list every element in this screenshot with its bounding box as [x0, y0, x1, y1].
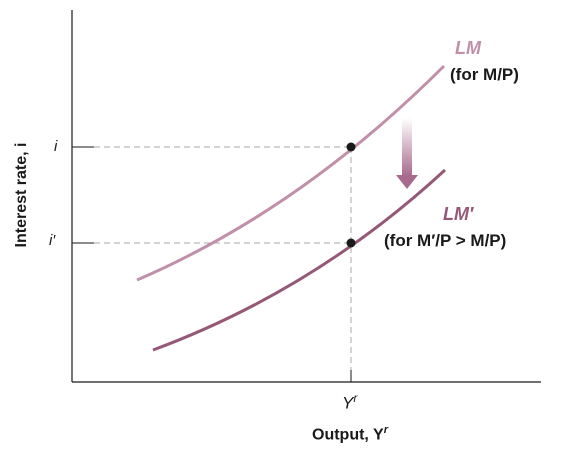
tick-label-i: i	[54, 138, 58, 155]
point-lm-prime	[346, 238, 356, 248]
lm-curve	[136, 64, 446, 282]
y-axis-label-text: Interest rate, i	[13, 142, 30, 248]
lm-curve-name: LM	[455, 38, 481, 58]
lm-curve-note: (for M/P)	[450, 65, 519, 84]
x-axis-label-text: Output, Y	[312, 426, 384, 444]
tick-label-output: Yr	[342, 391, 357, 414]
x-axis-label: Output, Yr	[312, 424, 388, 444]
lm-prime-curve-name: LM′	[443, 204, 474, 224]
point-lm	[346, 142, 356, 152]
shift-down-arrow	[396, 118, 418, 189]
tick-label-iprime: i′	[49, 232, 56, 249]
tick-label-output-base: Y	[342, 393, 354, 413]
lm-prime-curve	[152, 168, 447, 352]
tick-label-output-superscript: r	[353, 391, 358, 405]
lm-prime-curve-note: (for M′/P > M/P)	[384, 231, 507, 250]
y-axis-label: Interest rate, i	[13, 143, 31, 248]
x-axis-label-superscript: r	[383, 424, 388, 436]
